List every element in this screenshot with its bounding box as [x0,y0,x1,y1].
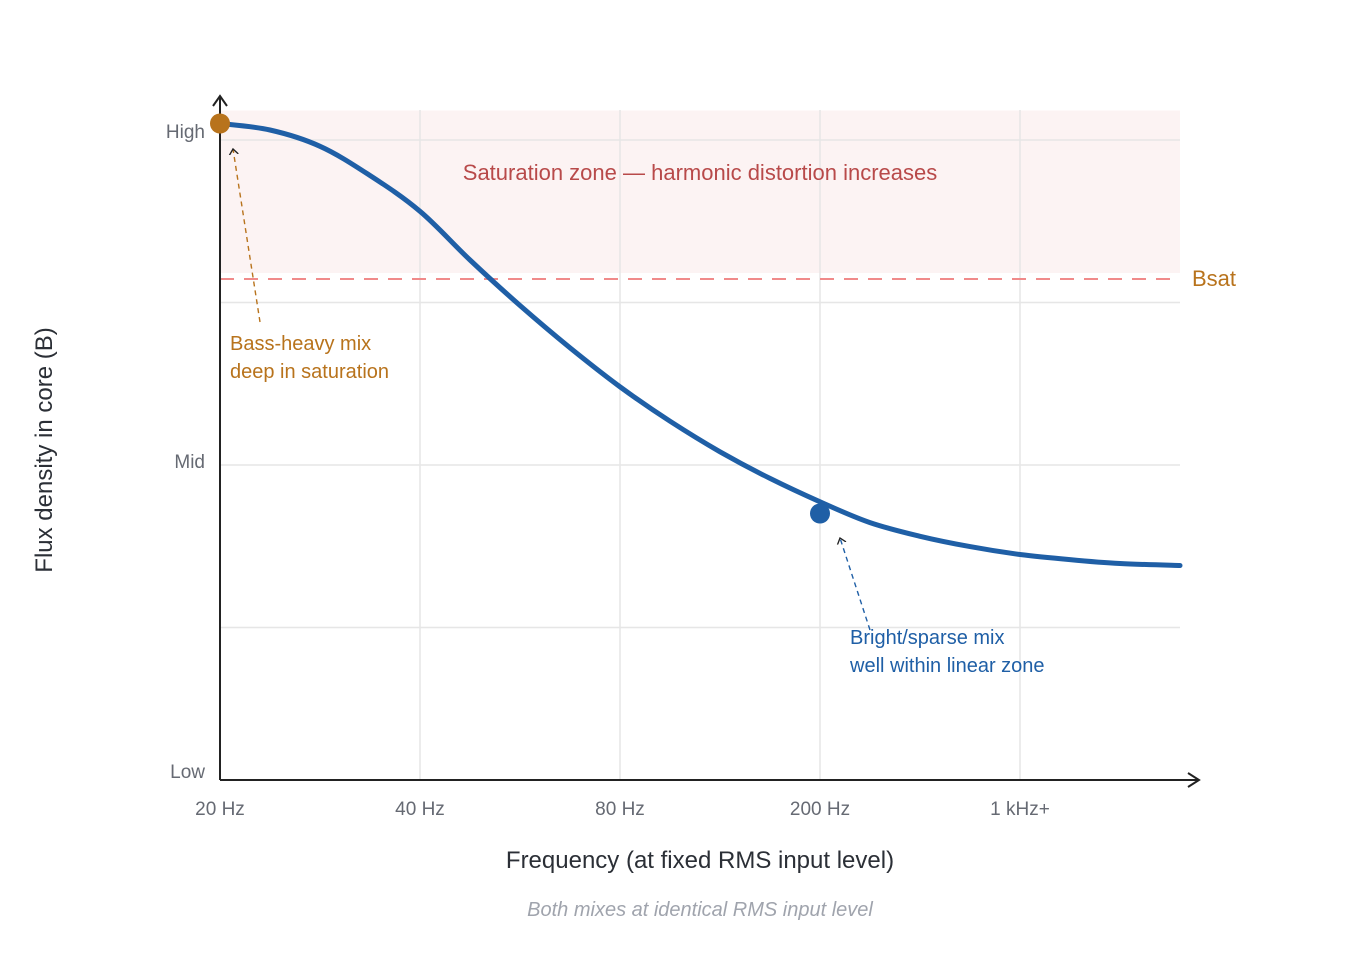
x-tick-label: 80 Hz [595,799,645,820]
x-axis-title: Frequency (at fixed RMS input level) [506,847,894,874]
bright-sparse-label: well within linear zone [849,655,1045,677]
y-axis-arrow-icon [212,94,228,107]
x-axis-arrow-icon [1187,772,1201,788]
y-tick-label: High [166,122,205,143]
y-tick-label: Mid [174,452,205,473]
y-tick-label: Low [170,762,205,783]
y-tick-labels: Low Mid High [166,122,205,783]
bass-heavy-point [210,113,230,134]
x-tick-label: 40 Hz [395,799,445,820]
data-points [210,113,830,524]
footnote: Both mixes at identical RMS input level [527,899,873,921]
bsat-label: Bsat [1192,266,1236,291]
bass-heavy-label: Bass-heavy mix [230,333,371,355]
bass-heavy-arrow [233,149,261,323]
x-tick-label: 200 Hz [790,799,850,820]
grid [220,110,1180,780]
annotations: Bass-heavy mix deep in saturation Bright/s… [230,149,1045,677]
x-tick-labels: 20 Hz 40 Hz 80 Hz 200 Hz 1 kHz+ [195,799,1050,820]
bright-sparse-arrow [840,538,871,631]
bright-sparse-label: Bright/sparse mix [850,627,1005,649]
saturation-zone [220,110,1180,273]
bright-sparse-point [810,503,830,524]
x-tick-label: 1 kHz+ [990,799,1050,820]
saturation-zone-label: Saturation zone — harmonic distortion in… [463,160,937,185]
bass-heavy-label: deep in saturation [230,361,389,383]
y-axis-title: Flux density in core (B) [31,327,58,572]
series-line [217,121,1183,568]
x-tick-label: 20 Hz [195,799,245,820]
